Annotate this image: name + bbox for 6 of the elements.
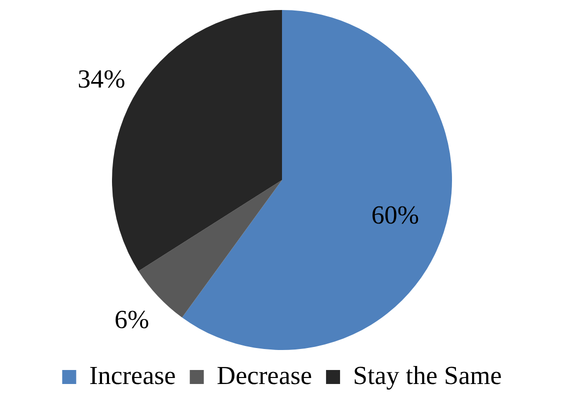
data-label: 60% bbox=[371, 200, 420, 230]
legend-label: Stay the Same bbox=[353, 360, 502, 390]
legend-label: Decrease bbox=[216, 360, 312, 390]
legend-label: Increase bbox=[89, 360, 176, 390]
data-label: 6% bbox=[114, 304, 150, 334]
data-label: 34% bbox=[78, 64, 126, 94]
